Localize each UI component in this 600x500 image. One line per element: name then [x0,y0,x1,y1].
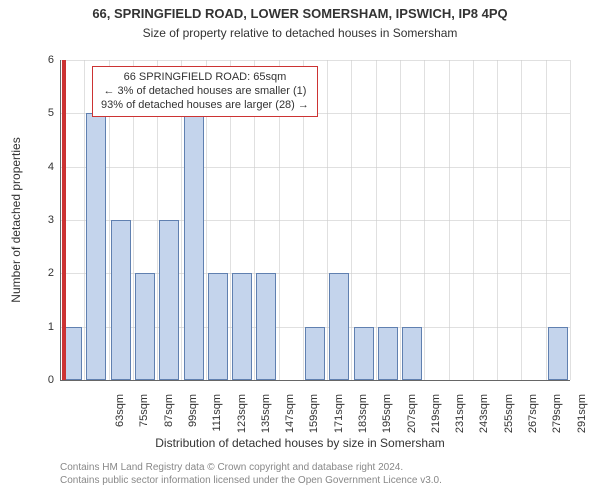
grid-line-v [521,60,522,380]
chart-subtitle: Size of property relative to detached ho… [0,26,600,40]
y-tick-label: 5 [24,107,54,119]
x-tick-label: 63sqm [114,394,126,444]
y-axis-line [60,60,61,380]
bar [232,273,252,380]
grid-line-v [497,60,498,380]
grid-line-v [424,60,425,380]
y-axis-label: Number of detached properties [9,137,23,302]
grid-line-v [570,60,571,380]
grid-line-v [84,60,85,380]
grid-line-h [60,167,570,168]
grid-line-v [351,60,352,380]
grid-line-v [327,60,328,380]
y-tick-label: 6 [24,54,54,66]
x-tick-label: 243sqm [478,394,490,444]
x-tick-label: 267sqm [527,394,539,444]
attribution-line-2: Contains public sector information licen… [60,475,442,488]
x-tick-label: 87sqm [163,394,175,444]
attribution-line-1: Contains HM Land Registry data © Crown c… [60,462,442,475]
x-tick-label: 183sqm [357,394,369,444]
bar [548,327,568,380]
attribution: Contains HM Land Registry data © Crown c… [60,462,442,487]
y-tick-label: 4 [24,161,54,173]
grid-line-v [546,60,547,380]
grid-line-h [60,60,570,61]
bar [329,273,349,380]
x-tick-label: 135sqm [260,394,272,444]
bar [135,273,155,380]
grid-line-h [60,220,570,221]
x-tick-label: 219sqm [430,394,442,444]
bar [86,113,106,380]
y-tick-label: 3 [24,214,54,226]
grid-line-v [376,60,377,380]
annotation-line-3: 93% of detached houses are larger (28) → [101,99,309,113]
x-tick-label: 111sqm [211,394,223,444]
annotation-line-1: 66 SPRINGFIELD ROAD: 65sqm [101,71,309,85]
chart-title: 66, SPRINGFIELD ROAD, LOWER SOMERSHAM, I… [0,6,600,21]
x-tick-label: 75sqm [138,394,150,444]
x-tick-label: 255sqm [503,394,515,444]
x-tick-label: 99sqm [187,394,199,444]
highlight-bar [62,60,66,380]
grid-line-v [473,60,474,380]
x-tick-label: 279sqm [551,394,563,444]
y-tick-label: 2 [24,267,54,279]
bar [111,220,131,380]
x-tick-label: 291sqm [576,394,588,444]
bar [159,220,179,380]
bar [305,327,325,380]
x-tick-label: 147sqm [284,394,296,444]
x-tick-label: 231sqm [454,394,466,444]
bar [354,327,374,380]
x-tick-label: 207sqm [406,394,418,444]
x-tick-label: 171sqm [333,394,345,444]
bar [184,113,204,380]
y-tick-label: 0 [24,374,54,386]
x-tick-label: 195sqm [381,394,393,444]
x-tick-label: 159sqm [308,394,320,444]
annotation-line-2: ← 3% of detached houses are smaller (1) [101,85,309,99]
bar [378,327,398,380]
y-tick-label: 1 [24,321,54,333]
bar [402,327,422,380]
bar [256,273,276,380]
grid-line-v [449,60,450,380]
bar [208,273,228,380]
annotation-box: 66 SPRINGFIELD ROAD: 65sqm ← 3% of detac… [92,66,318,117]
x-tick-label: 123sqm [236,394,248,444]
x-axis-line [60,380,570,381]
grid-line-v [400,60,401,380]
